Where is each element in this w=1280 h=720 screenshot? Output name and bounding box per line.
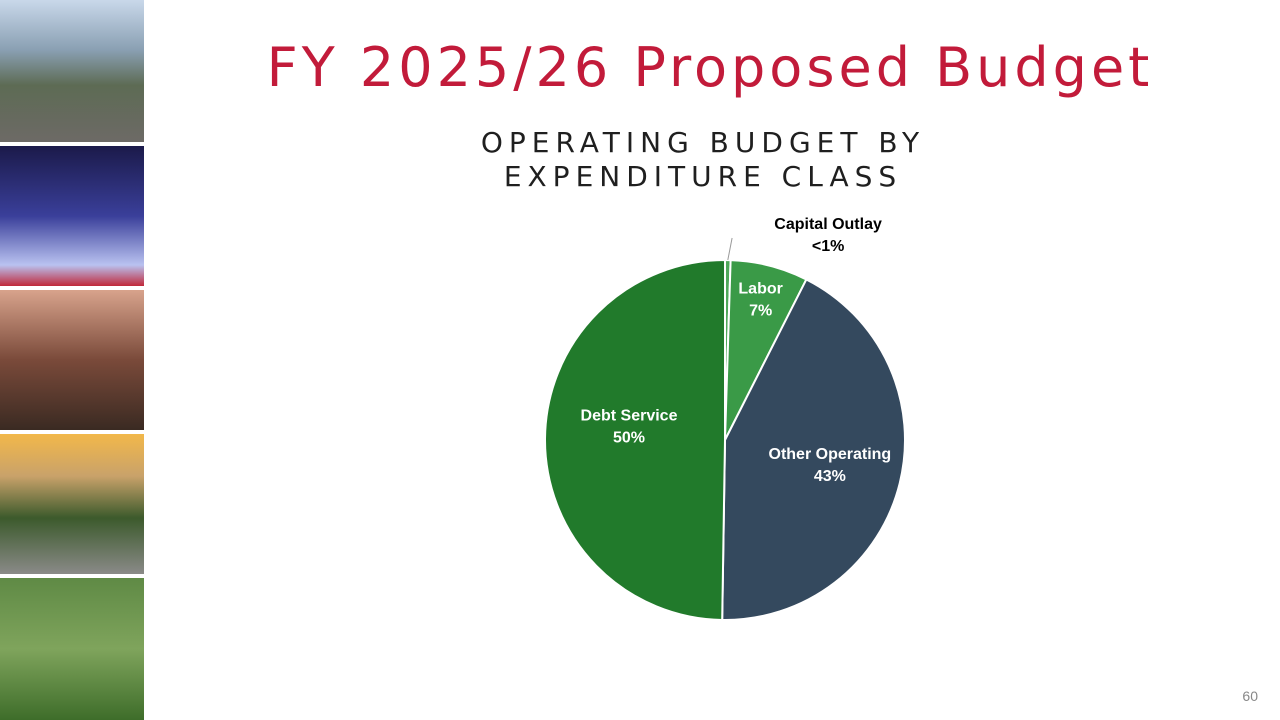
data-label-value: 50% bbox=[613, 429, 645, 446]
photo bbox=[0, 290, 144, 430]
page-number: 60 bbox=[1242, 688, 1258, 704]
data-label-name: Other Operating bbox=[769, 446, 892, 463]
data-label-value: 43% bbox=[814, 468, 846, 485]
leader-line bbox=[727, 237, 733, 261]
data-label-name: Labor bbox=[738, 281, 782, 298]
data-label-name: Debt Service bbox=[581, 407, 678, 424]
photo bbox=[0, 434, 144, 574]
photo bbox=[0, 578, 144, 720]
photo-strip bbox=[0, 0, 144, 720]
pie-slice bbox=[721, 278, 906, 621]
photo bbox=[0, 0, 144, 142]
data-label-name: Capital Outlay bbox=[774, 216, 882, 233]
photo bbox=[0, 146, 144, 286]
data-label-value: 7% bbox=[749, 303, 772, 320]
chart-title: OPERATING BUDGET BY EXPENDITURE CLASS bbox=[480, 126, 926, 193]
pie-slice bbox=[544, 258, 726, 621]
slide-title: FY 2025/26 Proposed Budget bbox=[266, 36, 1154, 99]
data-label-value: <1% bbox=[812, 238, 844, 255]
